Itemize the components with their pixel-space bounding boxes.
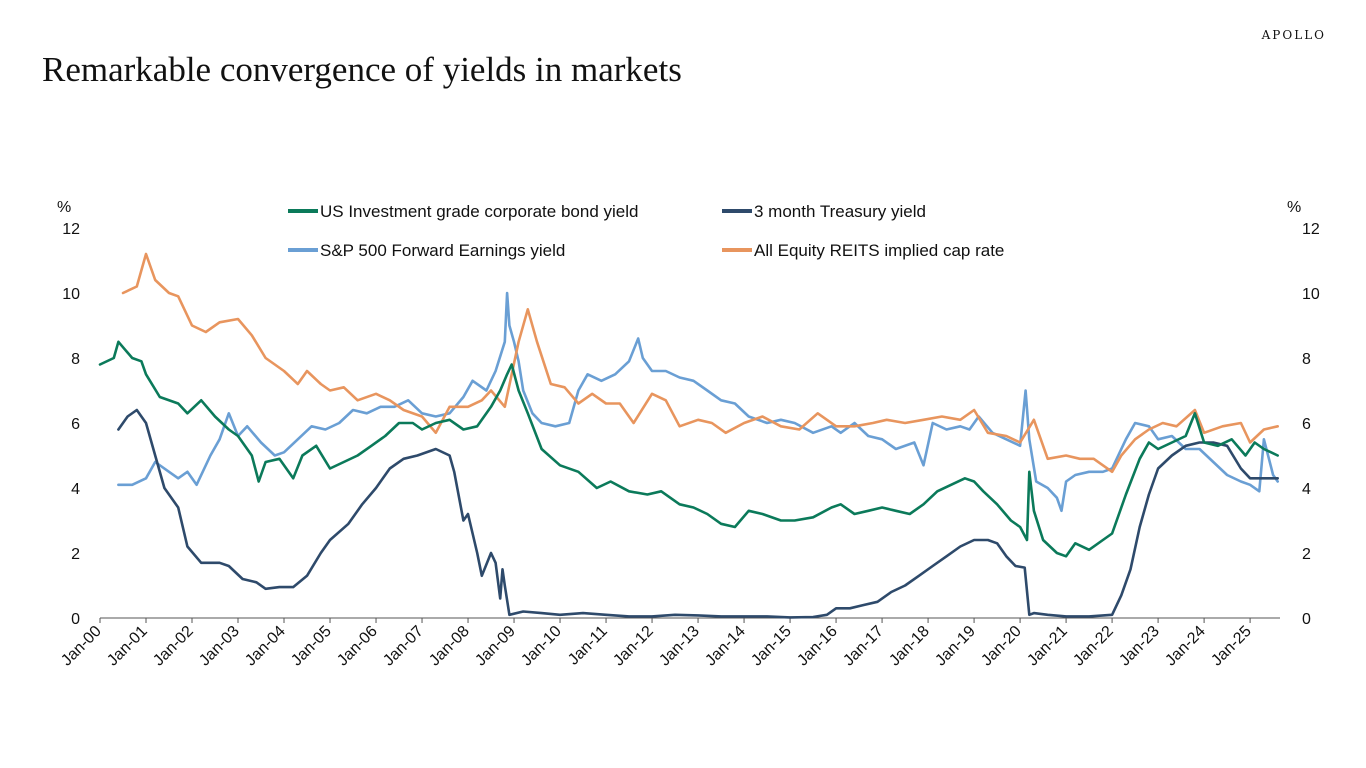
y-tick-right-label: 2 <box>1302 546 1311 563</box>
x-tick-label: Jan-19 <box>932 623 979 670</box>
x-tick-label: Jan-21 <box>1024 623 1071 670</box>
y-unit-left: % <box>57 199 71 216</box>
x-tick-label: Jan-20 <box>978 623 1025 670</box>
y-tick-left-label: 0 <box>71 611 80 628</box>
y-tick-right-label: 6 <box>1302 416 1311 433</box>
y-tick-right-label: 12 <box>1302 221 1320 238</box>
x-tick-label: Jan-15 <box>748 623 795 670</box>
y-unit-right: % <box>1287 199 1301 216</box>
legend-label: S&P 500 Forward Earnings yield <box>320 241 565 260</box>
y-tick-left-label: 6 <box>71 416 80 433</box>
series-line-1 <box>117 408 1279 619</box>
x-tick-label: Jan-18 <box>886 623 933 670</box>
legend-label: 3 month Treasury yield <box>754 202 926 221</box>
series-line-3 <box>121 252 1279 474</box>
y-tick-left-label: 8 <box>71 351 80 368</box>
x-tick-label: Jan-23 <box>1116 623 1163 670</box>
legend-label: All Equity REITS implied cap rate <box>754 241 1004 260</box>
x-tick-label: Jan-02 <box>150 623 197 670</box>
x-tick-label: Jan-11 <box>565 623 611 669</box>
x-tick-label: Jan-14 <box>702 623 749 670</box>
x-tick-label: Jan-06 <box>334 623 381 670</box>
x-tick-label: Jan-25 <box>1208 623 1255 670</box>
x-tick-label: Jan-01 <box>104 623 151 670</box>
x-tick-label: Jan-13 <box>656 623 703 670</box>
y-tick-left-label: 12 <box>62 221 80 238</box>
series-line-0 <box>98 340 1279 558</box>
x-tick-label: Jan-12 <box>610 623 657 670</box>
y-axis-left: 0 2 4 6 8 10 12 <box>62 221 80 628</box>
x-axis: Jan-00 Jan-01 Jan-02 Jan-03 Jan-04 Jan-05 Jan-… <box>58 617 1280 670</box>
y-tick-right-label: 8 <box>1302 351 1311 368</box>
x-tick-label: Jan-08 <box>426 623 473 670</box>
series-lines <box>98 252 1279 619</box>
y-tick-right-label: 4 <box>1302 481 1311 498</box>
x-tick-label: Jan-17 <box>840 623 887 670</box>
y-tick-left-label: 4 <box>71 481 80 498</box>
x-tick-label: Jan-05 <box>288 623 335 670</box>
x-tick-label: Jan-04 <box>242 623 289 670</box>
x-tick-label: Jan-03 <box>196 623 243 670</box>
series-line-2 <box>117 291 1279 513</box>
x-tick-label: Jan-10 <box>518 623 565 670</box>
x-tick-label: Jan-22 <box>1070 623 1117 670</box>
x-tick-label: Jan-09 <box>472 623 519 670</box>
brand-logo: APOLLO <box>1261 28 1326 42</box>
x-tick-label: Jan-00 <box>58 623 105 670</box>
y-tick-right-label: 0 <box>1302 611 1311 628</box>
y-tick-left-label: 10 <box>62 286 80 303</box>
y-axis-right: 0 2 4 6 8 10 12 <box>1302 221 1320 628</box>
x-tick-label: Jan-07 <box>380 623 427 670</box>
legend: US Investment grade corporate bond yield… <box>288 202 1004 260</box>
y-tick-left-label: 2 <box>71 546 80 563</box>
page-title: Remarkable convergence of yields in mark… <box>42 50 682 89</box>
legend-label: US Investment grade corporate bond yield <box>320 202 638 221</box>
y-tick-right-label: 10 <box>1302 286 1320 303</box>
x-tick-label: Jan-16 <box>794 623 841 670</box>
x-tick-label: Jan-24 <box>1162 623 1209 670</box>
